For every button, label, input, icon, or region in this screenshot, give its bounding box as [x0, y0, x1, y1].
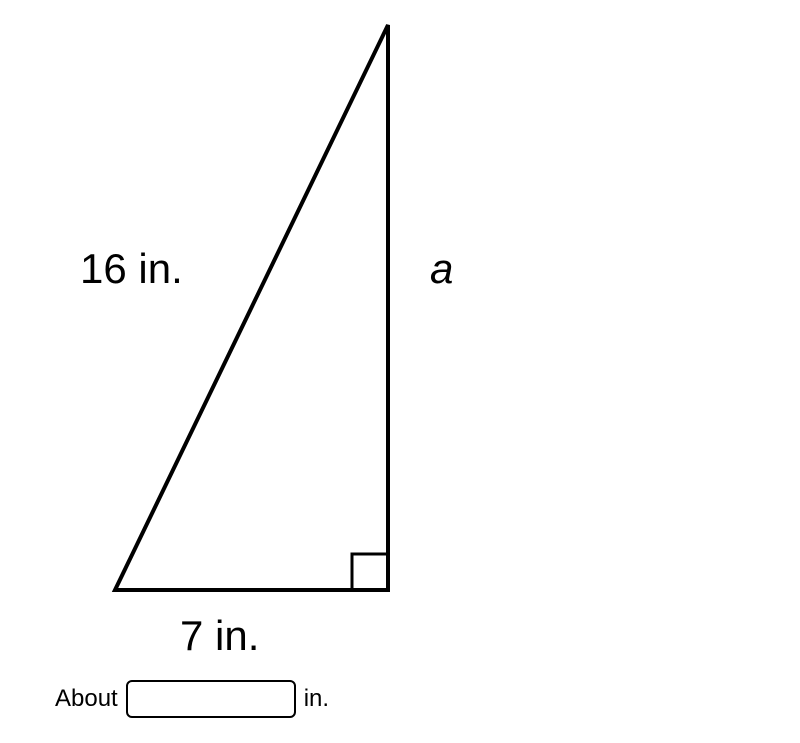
hypotenuse-label: 16 in.: [80, 245, 183, 293]
answer-unit-label: in.: [304, 685, 329, 713]
base-label: 7 in.: [180, 612, 259, 660]
right-side-label: a: [430, 245, 453, 293]
answer-row: About in.: [55, 680, 329, 718]
right-triangle-shape: [115, 25, 388, 590]
triangle-svg: [0, 0, 800, 738]
answer-prefix-label: About: [55, 685, 118, 713]
geometry-diagram: 16 in. a 7 in.: [0, 0, 800, 738]
answer-input[interactable]: [126, 680, 296, 718]
right-angle-marker: [352, 554, 388, 590]
